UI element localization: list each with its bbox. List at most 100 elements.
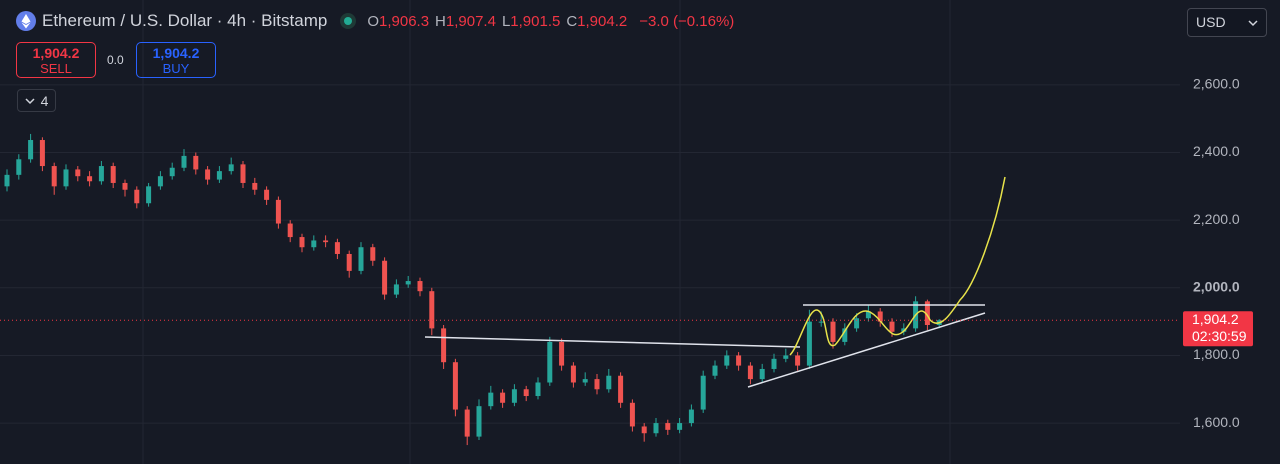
support-line (747, 312, 986, 388)
candle-body (771, 358, 777, 369)
y-tick-label: 1,800.0 (1193, 346, 1240, 362)
candle-body (806, 321, 812, 366)
projection-curve (789, 176, 1006, 356)
candle-body (842, 328, 848, 342)
currency-select[interactable]: USD (1187, 8, 1267, 37)
candle-body (39, 140, 45, 167)
candle-body (228, 164, 234, 172)
vertical-grid (142, 0, 951, 464)
drawings (424, 176, 1006, 388)
candle-body (323, 240, 329, 243)
candle-body (205, 169, 211, 180)
ohlc-label: H (435, 12, 446, 30)
ohlc-label: C (566, 12, 578, 30)
change: −3.0 (−0.16%) (639, 12, 735, 30)
candle-body (783, 355, 789, 359)
candle-body (511, 389, 517, 403)
y-tick-label: 1,600.0 (1193, 414, 1240, 430)
candle-body (724, 355, 730, 366)
candle-body (51, 166, 57, 187)
candle-body (500, 392, 506, 403)
sell-button[interactable]: 1,904.2 SELL (16, 42, 96, 78)
buy-price: 1,904.2 (152, 45, 200, 61)
candle-body (216, 171, 222, 180)
spread: 0.0 (107, 53, 124, 67)
candle-body (134, 189, 140, 204)
y-tick-label: 2,600.0 (1193, 76, 1240, 92)
ohlc-label: O (367, 12, 379, 30)
candle-body (488, 392, 494, 407)
candle-body (535, 382, 541, 397)
candle-body (759, 368, 765, 380)
candle-body (865, 311, 871, 319)
candle-body (606, 375, 612, 390)
status-dot (340, 13, 357, 29)
candle-body (382, 260, 388, 295)
candle-body (169, 167, 175, 177)
trend-line (424, 336, 801, 348)
candle-body (417, 281, 423, 292)
candle-body (665, 423, 671, 430)
candle-body (16, 159, 22, 175)
candle-body (464, 409, 470, 437)
ohlc-label: L (501, 12, 511, 30)
buy-button[interactable]: 1,904.2 BUY (136, 42, 216, 78)
candle-body (275, 199, 281, 224)
candle-body (287, 223, 293, 238)
candle-body (877, 311, 883, 322)
candle-body (358, 247, 364, 271)
candle-body (28, 140, 34, 160)
chevron (1248, 20, 1258, 27)
candle-body (157, 176, 163, 187)
candle-body (830, 321, 836, 342)
candle-body (75, 169, 81, 177)
last-price-box (1183, 311, 1253, 347)
candle-body (677, 423, 683, 430)
currency: USD (1196, 14, 1226, 30)
candle-body (110, 166, 116, 183)
candle-body (4, 174, 10, 187)
candle-body (476, 406, 482, 437)
chevron (25, 97, 35, 104)
eth-icon (16, 11, 36, 31)
candle-body (181, 155, 187, 168)
candle-body (559, 341, 565, 366)
candle-body (700, 375, 706, 410)
candle-body (393, 284, 399, 295)
y-tick-label: 2,400.0 (1193, 143, 1240, 159)
candle-body (63, 169, 69, 187)
candle-body (854, 318, 860, 329)
candle-body (441, 328, 447, 363)
indicators-toggle[interactable]: 4 (17, 89, 56, 112)
candle-body (122, 182, 128, 190)
ohlc-value: 1,901.5 (510, 12, 561, 30)
candle-body (570, 365, 576, 383)
candle-body (146, 186, 152, 204)
candle-body (594, 379, 600, 390)
candle-body (346, 253, 352, 271)
candle-body (736, 355, 742, 366)
candle-body (547, 341, 553, 383)
sell-label: SELL (40, 61, 72, 76)
candle-body (818, 321, 824, 323)
buy-label: BUY (162, 61, 190, 76)
candle-body (924, 301, 930, 326)
ohlc: O1,906.3 H1,907.4 L1,901.5 C1,904.2 (367, 13, 633, 30)
candle-body (582, 379, 588, 383)
ohlc-value: 1,906.3 (379, 12, 430, 30)
symbol-title[interactable]: Ethereum / U.S. Dollar · 4h · Bitstamp (42, 11, 328, 30)
candle-body (193, 155, 199, 170)
candle-body (629, 402, 635, 427)
candle-body (299, 237, 305, 248)
symbol-header: Ethereum / U.S. Dollar · 4h · Bitstamp O… (16, 10, 734, 32)
candle-body (889, 321, 895, 332)
candle-body (523, 389, 529, 397)
candle-body (429, 291, 435, 329)
y-tick-label: 2,200.0 (1193, 211, 1240, 227)
price-axis-bg (1180, 0, 1280, 464)
ohlc-value: 1,904.2 (577, 12, 628, 30)
y-tick-label: 2,000.0 (1193, 279, 1240, 295)
candle-body (240, 164, 246, 183)
